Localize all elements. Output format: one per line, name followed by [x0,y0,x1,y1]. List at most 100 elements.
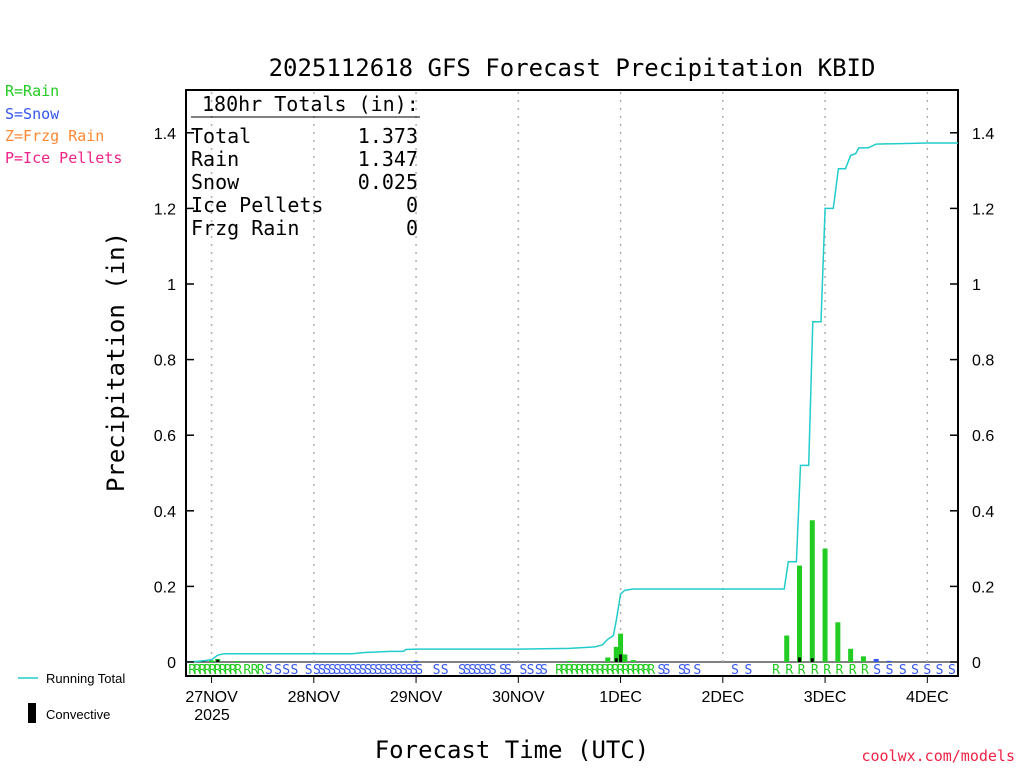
precip-bar [566,660,572,662]
convective-bar [619,654,623,662]
totals-box: 180hr Totals (in): Total 1.373 Rain 1.34… [191,92,420,240]
precip-type-marker: S [305,663,313,678]
precip-bar [605,657,611,662]
precip-type-marker: S [349,663,357,678]
precip-type-marker: R [647,663,655,678]
precip-type-marker: S [333,663,341,678]
precip-type-marker: S [323,663,331,678]
precip-type-marker: S [744,663,752,678]
precip-type-marker: R [606,663,614,678]
y-tick-label-right: 1.2 [972,201,994,218]
precip-type-marker: R [849,663,857,678]
precip-bar [860,656,866,662]
precip-type-marker: R [798,663,806,678]
precip-type-marker: S [265,663,273,678]
precip-type-marker: S [504,663,512,678]
precip-bar [822,548,828,662]
precip-type-marker: R [234,663,242,678]
totals-label-frzg-rain: Frzg Rain [191,216,299,240]
convective-bar [216,659,220,662]
totals-label-ice-pellets: Ice Pellets [191,193,323,217]
y-tick-label-left: 0.8 [154,353,176,370]
totals-value-snow: 0.025 [358,170,418,194]
y-axis-label: Precipitation (in) [102,232,130,492]
precip-type-marker: S [468,663,476,678]
precip-type-marker: S [463,663,471,678]
precip-type-marker: S [344,663,352,678]
precip-bar [622,654,628,662]
totals-label-total: Total [191,124,251,148]
precip-type-marker: S [395,663,403,678]
precip-type-marker: R [637,663,645,678]
x-tick-label: 4DEC [906,689,949,706]
precip-type-marker: S [374,663,382,678]
precip-bar [797,565,803,662]
precip-type-marker: R [188,663,196,678]
precip-type-marker: S [886,663,894,678]
precip-type-marker: S [433,663,441,678]
y-tick-label-left: 0 [167,655,176,672]
precip-type-marker: R [586,663,594,678]
precip-bar [413,660,419,662]
x-tick-label: 27NOV [185,689,238,706]
precip-type-marker: S [441,663,449,678]
precip-type-marker: S [658,663,666,678]
y-tick-label-right: 0 [972,655,981,672]
precip-type-marker: R [617,663,625,678]
precip-type-marker: S [282,663,290,678]
precip-bar [613,646,619,662]
precip-bar [784,635,790,662]
precip-type-marker: S [313,663,321,678]
precip-type-marker: S [499,663,507,678]
precip-type-marker: S [683,663,691,678]
precip-type-marker: S [520,663,528,678]
y-tick-label-right: 0.8 [972,353,994,370]
precip-type-marker: S [410,663,418,678]
plot-frame [185,89,959,677]
precip-type-marker: R [811,663,819,678]
totals-header: 180hr Totals (in): [202,92,419,116]
precip-type-marker: R [591,663,599,678]
precip-type-marker: R [251,663,259,678]
precip-type-marker: S [400,663,408,678]
precip-type-marker: S [385,663,393,678]
y-tick-label-left: 1.4 [154,126,176,143]
precip-type-marker: S [415,663,423,678]
precip-bar [886,660,892,662]
precip-type-marker: S [678,663,686,678]
running-total-legend-label: Running Total [46,671,125,686]
precip-bar [809,520,815,662]
precip-type-marker: R [257,663,265,678]
precip-type-marker: S [479,663,487,678]
precip-type-marker: S [458,663,466,678]
precip-type-marker: S [873,663,881,678]
precip-type-marker: S [474,663,482,678]
y-tick-label-right: 1 [972,277,981,294]
precip-type-marker: R [219,663,227,678]
totals-value-total: 1.373 [358,124,418,148]
precip-type-marker: R [193,663,201,678]
precip-type-marker: S [693,663,701,678]
y-tick-label-right: 0.2 [972,579,994,596]
precip-type-marker: R [555,663,563,678]
y-tick-label-left: 0.2 [154,579,176,596]
precip-bar [234,661,240,662]
y-tick-label-right: 0.4 [972,504,994,521]
precip-type-marker: S [484,663,492,678]
legend-ice-pellets: P=Ice Pellets [5,149,122,167]
precip-type-marker: S [274,663,282,678]
year-label: 2025 [194,707,230,724]
precip-type-marker: R [627,663,635,678]
precip-type-marker: S [364,663,372,678]
precip-type-marker: R [229,663,237,678]
precip-type-marker: S [936,663,944,678]
legend-rain: R=Rain [5,82,59,100]
x-tick-label: 2DEC [701,689,744,706]
precip-type-marker: R [576,663,584,678]
precip-type-marker: S [290,663,298,678]
precip-type-marker: S [535,663,543,678]
precip-type-marker: S [379,663,387,678]
legend-snow: S=Snow [5,105,60,123]
convective-legend-swatch [28,703,36,723]
precip-bar [618,633,624,662]
